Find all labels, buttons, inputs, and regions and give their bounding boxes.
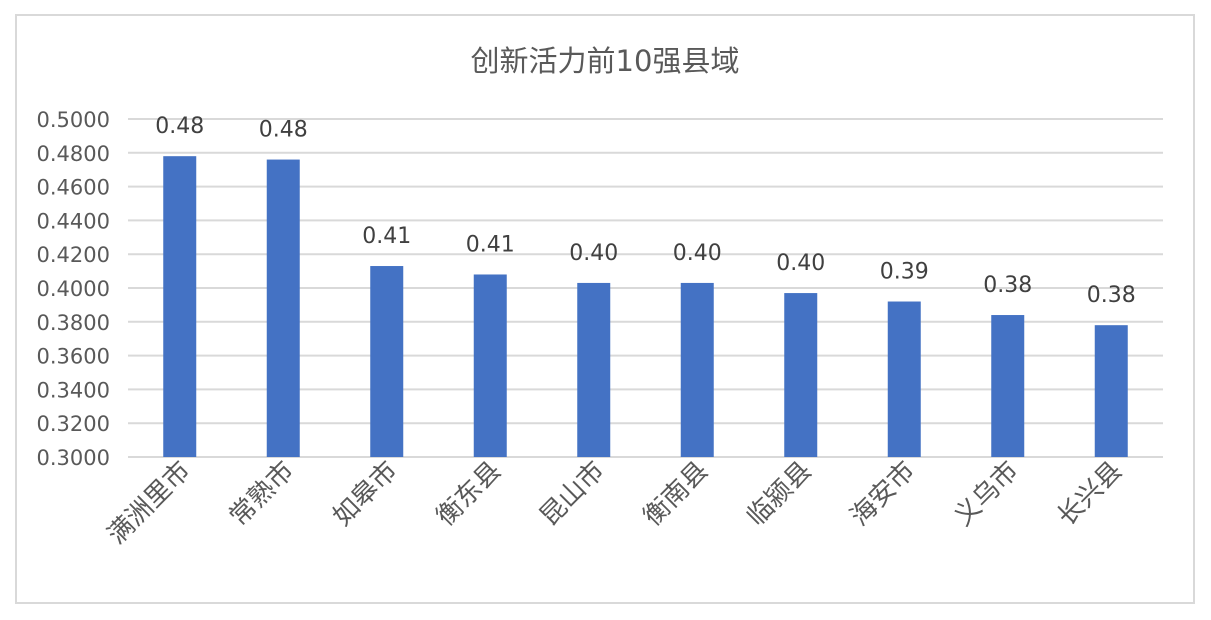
y-tick-label: 0.4000 bbox=[37, 277, 110, 301]
gridlines bbox=[128, 118, 1163, 458]
y-tick-label: 0.3200 bbox=[37, 412, 110, 436]
data-label: 0.39 bbox=[880, 260, 929, 285]
y-tick-label: 0.3400 bbox=[37, 378, 110, 402]
chart-title: 创新活力前10强县域 bbox=[471, 44, 740, 78]
x-axis-ticks: 满洲里市 常熟市 如皋市 衡东县 昆山市 衡南县 临颍县 海安市 义乌市 长兴县 bbox=[102, 456, 1128, 551]
y-tick-label: 0.4200 bbox=[37, 243, 110, 267]
bar bbox=[473, 274, 507, 457]
bar bbox=[163, 156, 197, 457]
y-tick-label: 0.5000 bbox=[37, 108, 110, 132]
data-label: 0.40 bbox=[776, 251, 825, 276]
y-tick-label: 0.3600 bbox=[37, 345, 110, 369]
x-tick-label: 衡东县 bbox=[431, 456, 507, 532]
data-label: 0.41 bbox=[362, 224, 411, 249]
x-tick-label: 昆山市 bbox=[534, 456, 610, 532]
y-tick-label: 0.4400 bbox=[37, 209, 110, 233]
bar bbox=[1094, 325, 1128, 457]
x-tick-label: 义乌市 bbox=[948, 456, 1024, 532]
y-tick-label: 0.4800 bbox=[37, 142, 110, 166]
x-tick-label: 临颍县 bbox=[741, 456, 817, 532]
x-tick-label: 满洲里市 bbox=[102, 456, 197, 551]
y-tick-label: 0.3000 bbox=[37, 446, 110, 470]
y-axis-ticks: 0.3000 0.3200 0.3400 0.3600 0.3800 0.4000 0.42… bbox=[37, 108, 110, 470]
bar bbox=[680, 282, 714, 457]
bar bbox=[887, 301, 921, 457]
y-tick-label: 0.3800 bbox=[37, 311, 110, 335]
x-tick-label: 常熟市 bbox=[224, 456, 300, 532]
data-label: 0.38 bbox=[1087, 283, 1136, 308]
data-label: 0.38 bbox=[983, 273, 1032, 298]
data-label: 0.48 bbox=[259, 118, 308, 143]
data-label: 0.41 bbox=[466, 232, 515, 257]
data-label: 0.40 bbox=[569, 241, 618, 266]
data-label: 0.40 bbox=[673, 241, 722, 266]
data-labels: 0.48 0.48 0.41 0.41 0.40 0.40 0.40 0.39 0.38 0.38 bbox=[155, 114, 1135, 308]
bar bbox=[370, 266, 404, 457]
x-tick-label: 如皋市 bbox=[327, 456, 403, 532]
bar bbox=[784, 293, 818, 457]
data-label: 0.48 bbox=[155, 114, 204, 139]
bar bbox=[266, 159, 300, 457]
bars bbox=[163, 156, 1128, 457]
x-tick-label: 衡南县 bbox=[638, 456, 714, 532]
x-tick-label: 海安市 bbox=[845, 456, 921, 532]
y-tick-label: 0.4600 bbox=[37, 176, 110, 200]
x-tick-label: 长兴县 bbox=[1052, 456, 1128, 532]
bar bbox=[991, 315, 1025, 457]
bar bbox=[577, 282, 611, 457]
